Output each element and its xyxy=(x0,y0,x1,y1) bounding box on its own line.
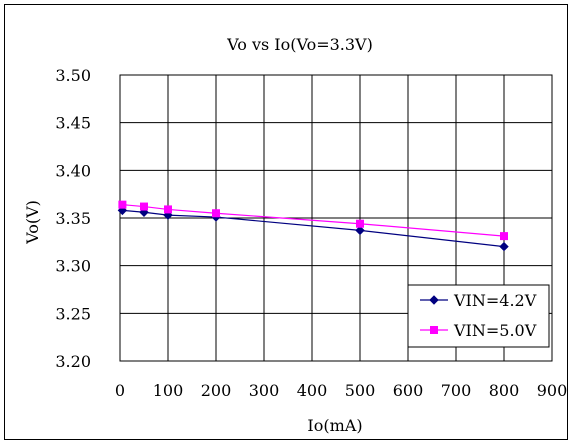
data-point xyxy=(164,205,172,214)
series-layer xyxy=(117,200,509,252)
y-tick-label: 3.40 xyxy=(55,161,91,180)
x-axis-label: Io(mA) xyxy=(307,416,362,435)
x-tick-label: 400 xyxy=(297,381,328,400)
data-point xyxy=(500,232,508,241)
x-tick-label: 700 xyxy=(441,381,472,400)
y-axis-label: Vo(V) xyxy=(23,200,42,245)
legend-label: VIN=5.0V xyxy=(453,321,537,340)
data-point xyxy=(356,219,364,228)
y-tick-label: 3.30 xyxy=(55,257,91,276)
data-point xyxy=(140,202,148,211)
x-tick-label: 0 xyxy=(115,381,125,400)
tick-labels: 0 100 200 300 400 500 600 700 800 900 3.20 3.25 3.30… xyxy=(55,66,567,400)
y-tick-label: 3.35 xyxy=(55,209,91,228)
data-point xyxy=(212,209,220,218)
x-tick-label: 200 xyxy=(201,381,232,400)
legend-marker xyxy=(429,295,439,305)
legend-marker xyxy=(430,326,438,334)
legend-item-2: VIN=5.0V xyxy=(420,321,537,340)
x-tick-label: 300 xyxy=(249,381,280,400)
y-tick-label: 3.20 xyxy=(55,352,91,371)
y-tick-label: 3.45 xyxy=(55,114,91,133)
x-tick-label: 600 xyxy=(393,381,424,400)
data-point xyxy=(499,241,509,252)
data-point xyxy=(355,225,365,236)
y-tick-label: 3.50 xyxy=(55,66,91,85)
y-tick-label: 3.25 xyxy=(55,304,91,323)
legend: VIN=4.2V VIN=5.0V xyxy=(407,284,550,348)
series-2 xyxy=(118,200,508,241)
x-tick-label: 500 xyxy=(345,381,376,400)
x-tick-label: 100 xyxy=(153,381,184,400)
legend-box xyxy=(407,284,550,348)
legend-item-1: VIN=4.2V xyxy=(420,291,537,310)
legend-label: VIN=4.2V xyxy=(453,291,537,310)
chart-title: Vo vs Io(Vo=3.3V) xyxy=(226,35,373,54)
data-point xyxy=(118,200,127,209)
x-tick-label: 900 xyxy=(537,381,568,400)
x-tick-label: 800 xyxy=(489,381,520,400)
